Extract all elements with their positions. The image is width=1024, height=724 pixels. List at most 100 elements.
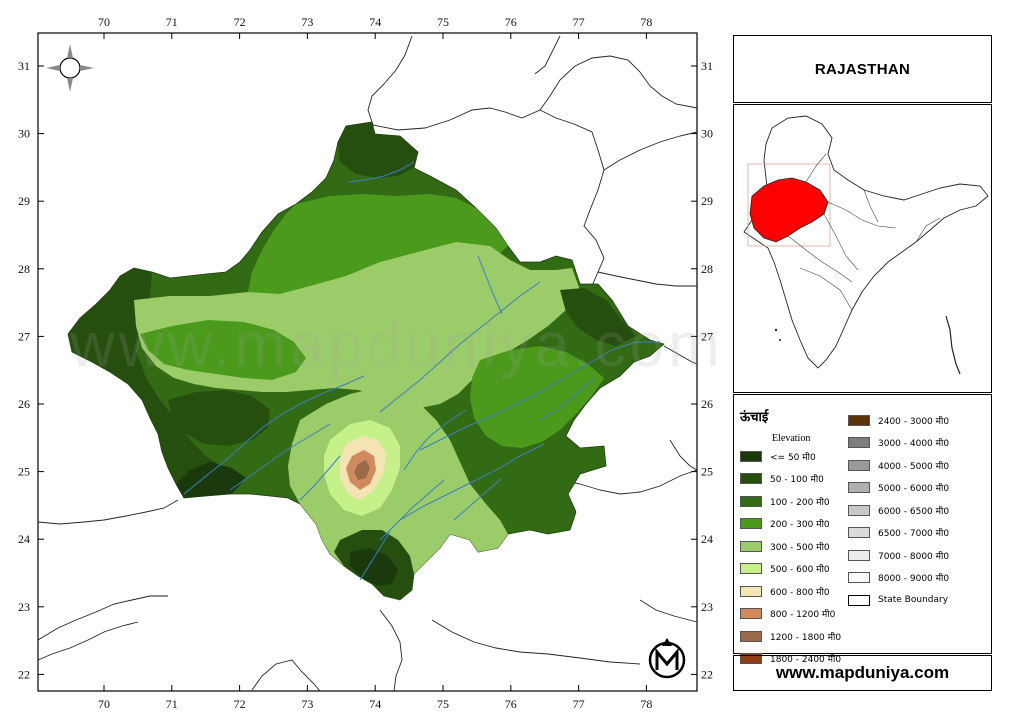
legend-label: 7000 - 8000 मी0 [878, 551, 950, 562]
lat-tick-label: 25 [18, 465, 30, 479]
legend-label: 4000 - 5000 मी0 [878, 461, 950, 472]
legend-item: 7000 - 8000 मी0 [848, 548, 949, 562]
lon-tick-label: 73 [301, 697, 313, 711]
legend-item: 50 - 100 मी0 [740, 472, 824, 486]
lon-tick-label: 76 [505, 15, 517, 29]
legend-label: 50 - 100 मी0 [770, 475, 824, 485]
lat-tick-label: 26 [701, 397, 713, 411]
lon-tick-label: 70 [98, 15, 110, 29]
title-panel: RAJASTHAN [733, 35, 992, 103]
legend-swatch [848, 527, 870, 538]
website-panel: www.mapduniya.com [733, 655, 992, 691]
legend-label: 600 - 800 मी0 [770, 587, 830, 598]
lat-tick-label: 26 [18, 397, 30, 411]
mapduniya-logo-icon [648, 638, 686, 679]
legend-item: <= 50 मी0 [740, 449, 816, 463]
legend-swatch [740, 540, 762, 552]
legend-swatch [848, 549, 870, 561]
legend-label: State Boundary [878, 595, 949, 605]
graticule-labels: 70 70 71 71 72 72 73 73 74 74 75 75 76 76 77 77 78 78 31 31… [18, 15, 713, 711]
legend-swatch [740, 563, 762, 574]
website-url[interactable]: www.mapduniya.com [775, 663, 950, 682]
legend-swatch [740, 608, 762, 619]
lat-tick-label: 23 [701, 600, 713, 614]
legend-label: 6500 - 7000 मी0 [878, 529, 950, 539]
lat-tick-label: 24 [701, 532, 713, 546]
legend-item: 2400 - 3000 मी0 [848, 413, 949, 427]
legend-subheading: Elevation [772, 433, 811, 444]
legend-item: 3000 - 4000 मी0 [848, 436, 949, 450]
lat-tick-label: 30 [18, 127, 30, 141]
legend-item: 1200 - 1800 मी0 [740, 629, 841, 643]
legend-swatch [740, 630, 762, 642]
lat-tick-label: 24 [18, 532, 30, 546]
legend-item: 6500 - 7000 मी0 [848, 526, 949, 540]
lat-tick-label: 28 [701, 262, 713, 276]
lon-tick-label: 72 [234, 15, 246, 29]
lon-tick-label: 78 [640, 697, 652, 711]
lat-tick-label: 31 [701, 59, 713, 73]
lon-tick-label: 71 [166, 697, 178, 711]
legend-label: 6000 - 6500 मी0 [878, 506, 950, 517]
legend-item: 600 - 800 मी0 [740, 584, 830, 598]
legend-item: 6000 - 6500 मी0 [848, 503, 949, 517]
legend-label: <= 50 मी0 [770, 452, 816, 463]
legend-swatch [740, 450, 762, 462]
legend-item: 300 - 500 मी0 [740, 539, 830, 553]
lon-tick-label: 70 [98, 697, 110, 711]
lat-tick-label: 31 [18, 59, 30, 73]
legend-label: 2400 - 3000 मी0 [878, 416, 950, 427]
map-title: RAJASTHAN [814, 60, 911, 78]
legend-item: 100 - 200 मी0 [740, 494, 830, 508]
legend-item: 8000 - 9000 मी0 [848, 571, 949, 585]
legend-swatch [740, 585, 762, 597]
lat-tick-label: 23 [18, 600, 30, 614]
legend-item: 500 - 600 मी0 [740, 562, 830, 576]
lat-tick-label: 30 [701, 127, 713, 141]
legend-swatch [740, 518, 762, 529]
legend-swatch [740, 495, 762, 507]
legend-label: 3000 - 4000 मी0 [878, 439, 950, 449]
legend-swatch [740, 653, 762, 664]
lat-tick-label: 25 [701, 465, 713, 479]
legend-label: 300 - 500 मी0 [770, 542, 830, 553]
legend-item: State Boundary [848, 593, 948, 607]
legend-label: 100 - 200 मी0 [770, 497, 830, 508]
lon-tick-label: 78 [640, 15, 652, 29]
legend-label: 1800 - 2400 मी0 [770, 655, 842, 665]
legend-swatch [848, 594, 870, 606]
lat-tick-label: 28 [18, 262, 30, 276]
rajasthan-elevation [67, 121, 665, 601]
legend-item: 1800 - 2400 मी0 [740, 652, 841, 666]
lon-tick-label: 75 [437, 697, 449, 711]
legend-swatch [848, 482, 870, 493]
legend-label: 800 - 1200 मी0 [770, 610, 836, 620]
compass-rose-icon [46, 44, 94, 92]
neighbour-boundaries [37, 35, 698, 692]
rivers [183, 161, 660, 581]
legend-swatch [848, 459, 870, 471]
lon-tick-label: 72 [234, 697, 246, 711]
lon-tick-label: 77 [573, 697, 585, 711]
legend-item: 200 - 300 मी0 [740, 517, 830, 531]
lat-tick-label: 29 [701, 194, 713, 208]
lon-tick-label: 76 [505, 697, 517, 711]
legend-heading: ऊंचाई [740, 410, 769, 425]
legend-label: 8000 - 9000 मी0 [878, 574, 950, 584]
legend-item: 4000 - 5000 मी0 [848, 458, 949, 472]
legend-swatch [848, 572, 870, 583]
lon-tick-label: 71 [166, 15, 178, 29]
lon-tick-label: 73 [301, 15, 313, 29]
legend-swatch [848, 504, 870, 516]
legend-swatch [848, 414, 870, 426]
graticule-ticks [38, 33, 697, 691]
lon-tick-label: 77 [573, 15, 585, 29]
legend-swatch [740, 473, 762, 484]
lon-tick-label: 74 [369, 697, 381, 711]
lat-tick-label: 22 [701, 667, 713, 681]
inset-panel [733, 104, 992, 393]
legend-panel: ऊंचाई Elevation <= 50 मी0 50 - 100 मी0 100… [733, 394, 992, 665]
legend-label: 500 - 600 मी0 [770, 565, 830, 575]
lat-tick-label: 27 [701, 329, 713, 343]
legend-swatch [848, 437, 870, 448]
